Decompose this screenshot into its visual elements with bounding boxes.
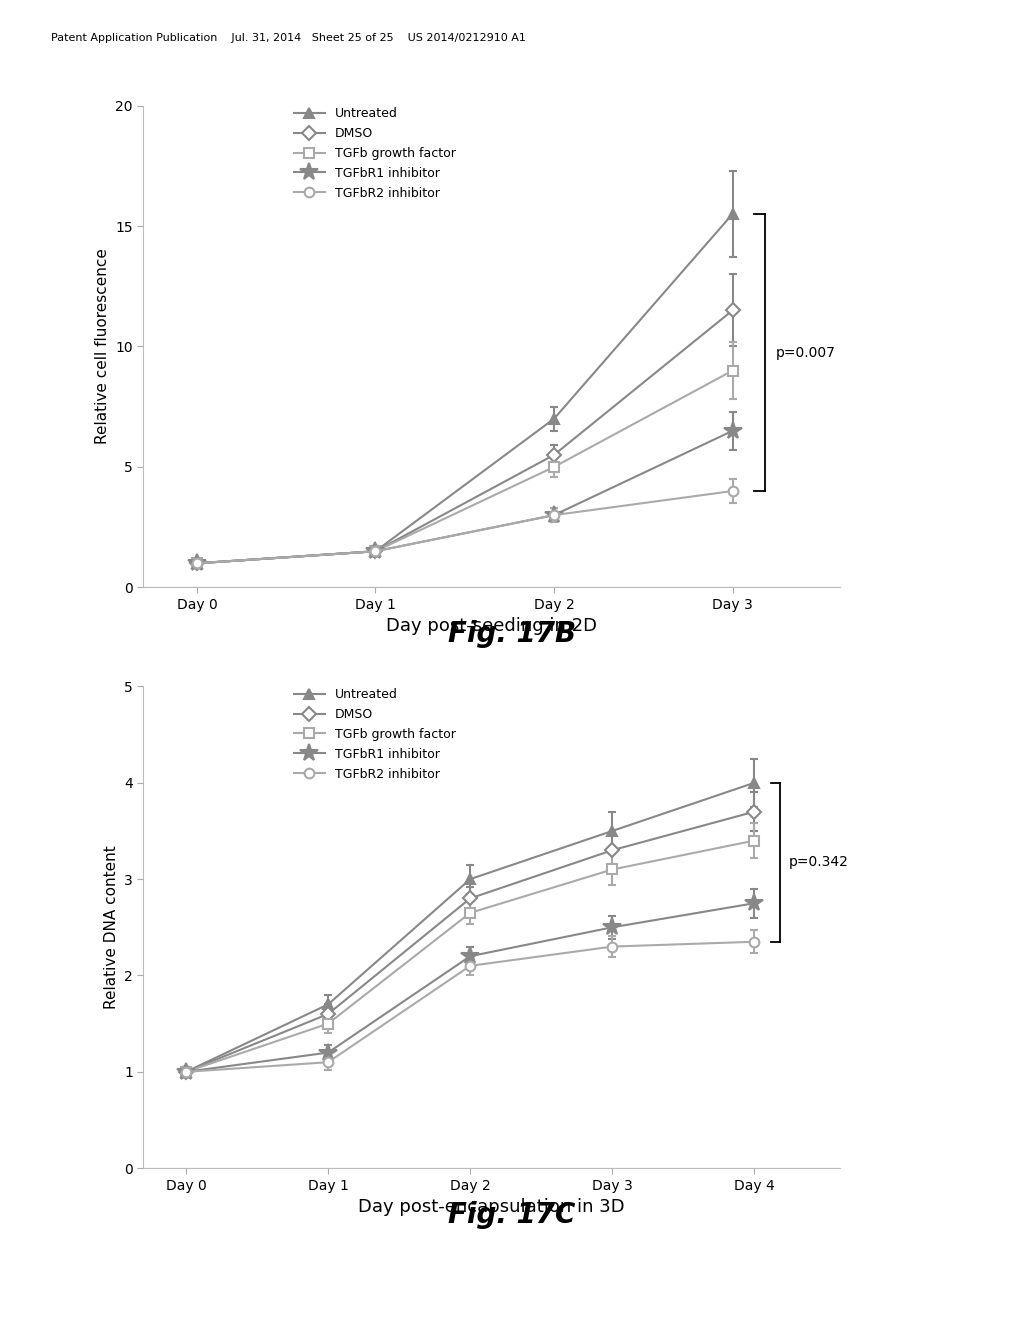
Text: p=0.007: p=0.007: [775, 346, 836, 359]
Text: Patent Application Publication    Jul. 31, 2014   Sheet 25 of 25    US 2014/0212: Patent Application Publication Jul. 31, …: [51, 33, 526, 44]
X-axis label: Day post-encapsulation in 3D: Day post-encapsulation in 3D: [358, 1199, 625, 1216]
Y-axis label: Relative cell fluorescence: Relative cell fluorescence: [95, 248, 110, 445]
X-axis label: Day post-seeding in 2D: Day post-seeding in 2D: [386, 618, 597, 635]
Legend: Untreated, DMSO, TGFb growth factor, TGFbR1 inhibitor, TGFbR2 inhibitor: Untreated, DMSO, TGFb growth factor, TGF…: [289, 102, 461, 205]
Y-axis label: Relative DNA content: Relative DNA content: [103, 845, 119, 1010]
Text: p=0.342: p=0.342: [788, 855, 849, 870]
Legend: Untreated, DMSO, TGFb growth factor, TGFbR1 inhibitor, TGFbR2 inhibitor: Untreated, DMSO, TGFb growth factor, TGF…: [289, 682, 461, 785]
Text: Fig. 17C: Fig. 17C: [449, 1201, 575, 1229]
Text: Fig. 17B: Fig. 17B: [447, 620, 577, 648]
